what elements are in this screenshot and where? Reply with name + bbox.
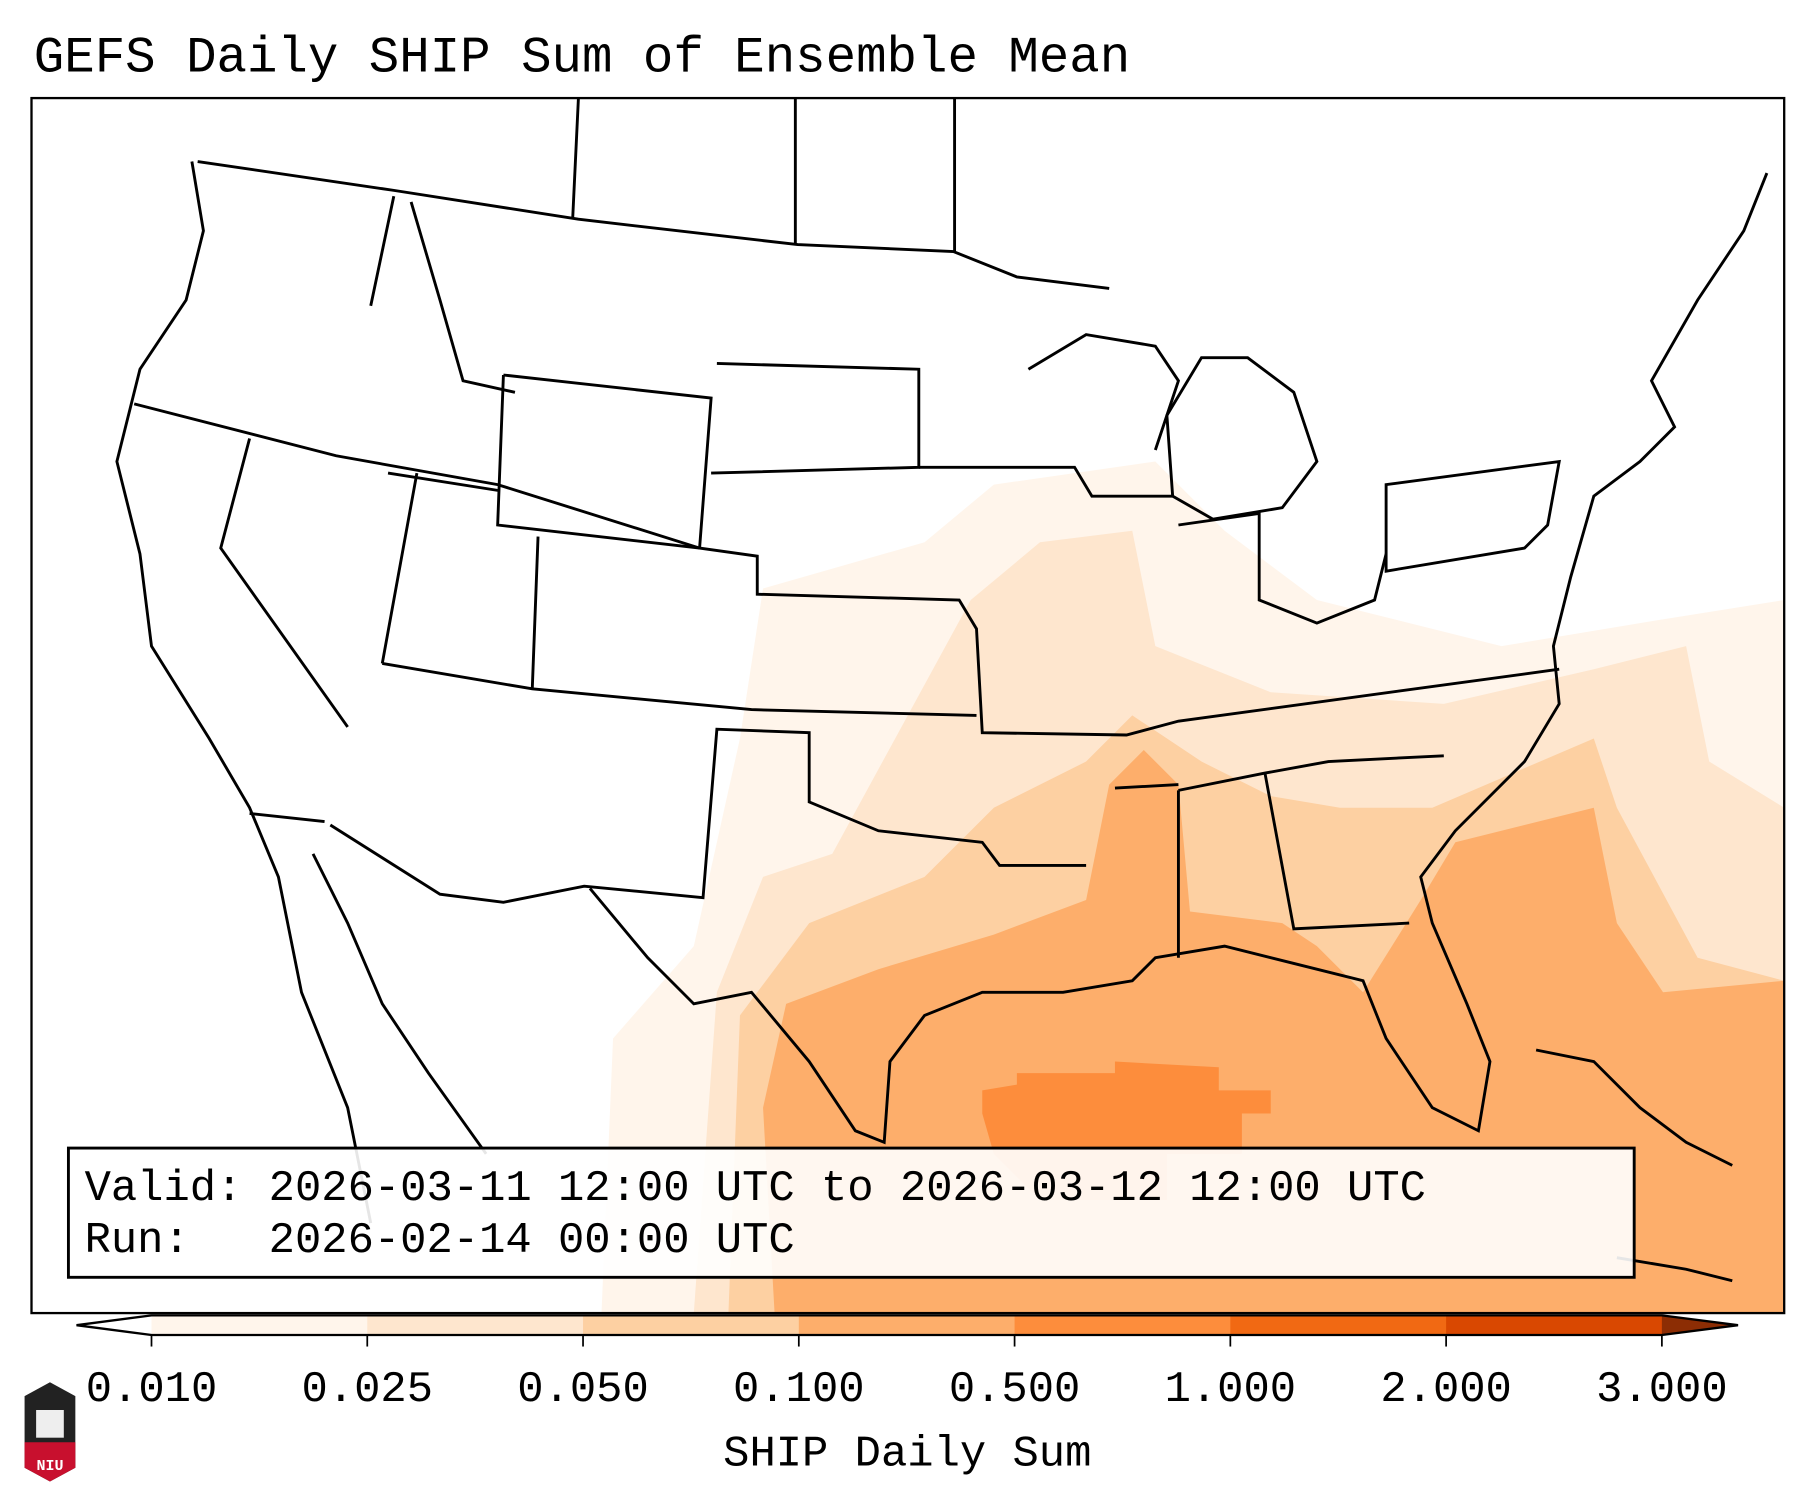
coastlines-and-borders bbox=[115, 98, 1769, 1283]
figure-title: GEFS Daily SHIP Sum of Ensemble Mean bbox=[34, 31, 1130, 88]
colorbar-tick-label: 0.050 bbox=[517, 1366, 649, 1415]
run-time-text: Run: 2026-02-14 00:00 UTC bbox=[85, 1217, 795, 1266]
colorbar-tick-label: 0.100 bbox=[733, 1366, 865, 1415]
map bbox=[30, 96, 1786, 1315]
niu-logo: NIU bbox=[24, 1382, 76, 1482]
svg-text:NIU: NIU bbox=[36, 1458, 63, 1475]
colorbar: SHIP Daily Sum 0.010 0.025 0.050 0.100 0.500… bbox=[76, 1314, 1739, 1479]
colorbar-tick-label: 3.000 bbox=[1596, 1366, 1728, 1415]
colorbar-segment bbox=[583, 1315, 800, 1335]
colorbar-tick-label: 0.500 bbox=[949, 1366, 1081, 1415]
colorbar-tick-label: 1.000 bbox=[1165, 1366, 1297, 1415]
colorbar-segment bbox=[367, 1315, 584, 1335]
colorbar-tick-label: 0.010 bbox=[86, 1366, 218, 1415]
colorbar-tick-label: 0.025 bbox=[302, 1366, 434, 1415]
colorbar-segment bbox=[1446, 1315, 1663, 1335]
colorbar-segment bbox=[151, 1315, 368, 1335]
valid-time-text: Valid: 2026-03-11 12:00 UTC to 2026-03-1… bbox=[85, 1165, 1426, 1214]
colorbar-segment bbox=[798, 1315, 1016, 1335]
colorbar-over-extension bbox=[1661, 1315, 1739, 1335]
colorbar-segment bbox=[1230, 1315, 1447, 1335]
info-box: Valid: 2026-03-11 12:00 UTC to 2026-03-1… bbox=[66, 1146, 1636, 1279]
colorbar-segment bbox=[1014, 1315, 1231, 1335]
colorbar-under-extension bbox=[76, 1315, 152, 1335]
colorbar-tick-label: 2.000 bbox=[1380, 1366, 1512, 1415]
colorbar-label: SHIP Daily Sum bbox=[723, 1430, 1091, 1479]
map-frame bbox=[30, 96, 1786, 1315]
